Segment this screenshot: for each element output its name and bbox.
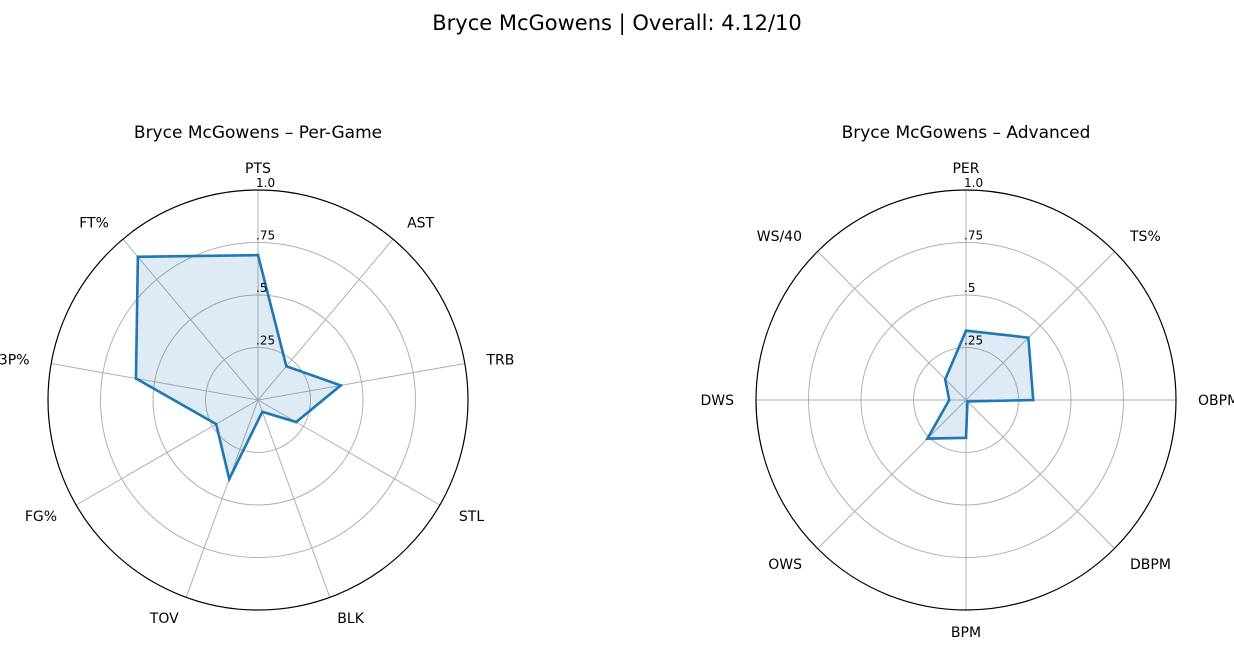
r-tick-label-advanced-1: .5 (964, 281, 975, 295)
r-tick-label-per-game-3: 1.0 (256, 176, 275, 190)
category-label-advanced-per: PER (952, 161, 979, 177)
radar-chart-advanced: Bryce McGowens – Advanced .25 .5 .75 1.0PER… (700, 123, 1234, 641)
spoke-advanced-ows (817, 399, 967, 549)
spoke-per-game-stl (257, 399, 441, 506)
category-label-per-game-ast: AST (407, 215, 434, 231)
data-point-per-game-ft-pct (136, 255, 140, 259)
category-label-advanced-dbpm: DBPM (1130, 557, 1171, 573)
category-label-advanced-dws: DWS (700, 393, 734, 409)
chart-title-advanced: Bryce McGowens – Advanced (842, 123, 1091, 143)
r-tick-label-advanced-0: .25 (964, 334, 983, 348)
data-point-per-game-fg-pct (214, 422, 218, 426)
data-point-advanced-dbpm (966, 400, 969, 403)
category-label-per-game-trb: TRB (486, 353, 515, 369)
spoke-advanced-ts-pct (965, 251, 1115, 401)
spoke-per-game-blk (257, 399, 331, 598)
r-tick-label-per-game-2: .75 (256, 229, 275, 243)
category-label-advanced-ws-40: WS/40 (757, 229, 802, 245)
spoke-advanced-dbpm (965, 399, 1115, 549)
data-point-per-game-tov (227, 477, 231, 481)
category-label-advanced-ts-pct: TS% (1129, 229, 1161, 245)
data-point-per-game-stl (294, 420, 298, 424)
data-point-advanced-ows (926, 437, 929, 440)
data-point-advanced-dws (947, 398, 951, 402)
figure-title: Bryce McGowens | Overall: 4.12/10 (432, 11, 802, 36)
category-label-advanced-bpm: BPM (951, 625, 981, 641)
data-point-advanced-ws-40 (943, 377, 947, 381)
radar-chart-per-game: Bryce McGowens – Per-Game .25 .5 .75 1.0PTS… (0, 123, 514, 627)
spoke-per-game-ast (257, 238, 394, 401)
category-label-per-game-pts: PTS (245, 161, 271, 177)
data-series-per-game (134, 253, 344, 483)
data-point-per-game-ast (285, 364, 288, 368)
spoke-per-game-fg-pct (75, 399, 259, 506)
category-label-per-game-3p-pct: 3P% (0, 353, 30, 369)
data-point-advanced-ts-pct (1027, 336, 1030, 339)
spoke-advanced-ws-40 (817, 251, 967, 401)
data-point-per-game-pts (256, 253, 260, 257)
polar-frame-per-game (47, 189, 469, 611)
category-label-per-game-fg-pct: FG% (25, 509, 57, 525)
r-tick-label-per-game-1: .5 (256, 281, 267, 295)
polar-frame-advanced (755, 189, 1177, 611)
spoke-per-game-ft-pct (122, 238, 259, 401)
r-tick-label-advanced-2: .75 (964, 229, 983, 243)
chart-title-per-game: Bryce McGowens – Per-Game (134, 123, 382, 143)
data-point-per-game-blk (261, 410, 264, 414)
spoke-per-game-3p-pct (51, 363, 259, 401)
spoke-per-game-tov (185, 399, 259, 598)
category-label-per-game-tov: TOV (149, 611, 179, 627)
category-label-per-game-ft-pct: FT% (79, 215, 109, 231)
r-tick-label-per-game-0: .25 (256, 334, 275, 348)
category-label-advanced-ows: OWS (768, 557, 802, 573)
data-point-per-game-trb (339, 384, 343, 387)
category-label-advanced-obpm: OBPM (1198, 393, 1234, 409)
data-point-advanced-bpm (964, 436, 968, 440)
data-point-advanced-obpm (1031, 398, 1035, 402)
spoke-per-game-trb (257, 363, 465, 401)
category-label-per-game-blk: BLK (337, 611, 364, 627)
data-point-advanced-per (964, 329, 968, 333)
data-point-per-game-3p-pct (134, 377, 138, 380)
r-tick-label-advanced-3: 1.0 (964, 176, 983, 190)
category-label-per-game-stl: STL (459, 509, 484, 525)
